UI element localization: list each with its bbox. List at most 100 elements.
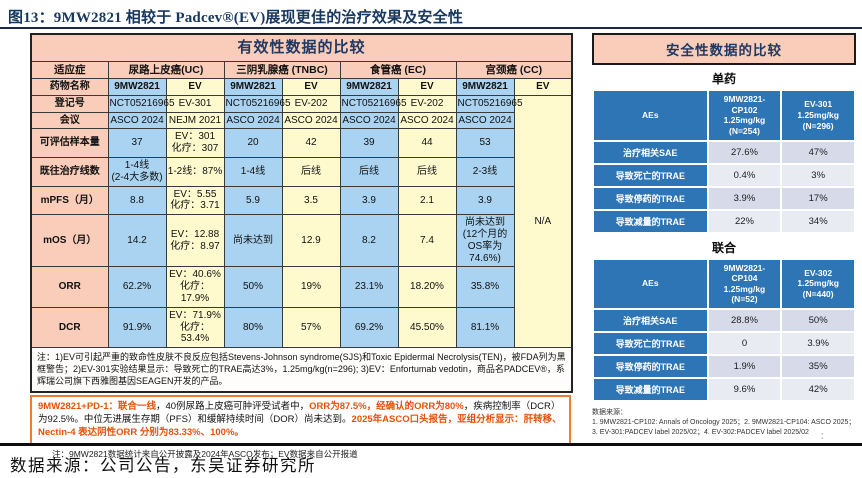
value-cell: 2-3线: [455, 157, 515, 187]
value-cell: 12.9: [281, 214, 341, 268]
value-cell: ASCO 2024: [397, 111, 457, 130]
indication-label: 适应症: [30, 60, 109, 80]
value-cell: 8.8: [107, 185, 167, 216]
value-cell: 3.9: [339, 185, 399, 216]
safety-header-cell: 9MW2821- CP104 1.25mg/kg (N=52): [708, 259, 781, 308]
safety-value-cell: 22%: [708, 210, 781, 232]
table-row: 导致减量的TRAE 22% 34%: [594, 210, 854, 232]
safety-value-cell: 1.9%: [708, 356, 781, 377]
value-cell: 9MW2821: [339, 78, 399, 96]
value-cell: EV：71.9% 化疗：53.4%: [165, 306, 225, 349]
value-cell: 53: [455, 128, 515, 159]
table-row: 登记号 NCT05216965 EV-301 NCT05216965 EV-202 NCT…: [30, 94, 573, 349]
safety-row-label: 导致减量的TRAE: [594, 379, 707, 400]
safety-value-cell: 17%: [782, 187, 854, 209]
value-cell: 3.5: [281, 185, 341, 216]
safety-row-label: 导致减量的TRAE: [594, 210, 707, 232]
table-row: 既往治疗线数 1-4线 (2-4大多数) 1-2线：87% 1-4线 后线 后线 后线 2-3…: [30, 157, 572, 187]
value-cell: 14.2: [107, 214, 167, 268]
safety-value-cell: 9.6%: [708, 379, 781, 400]
indication-cell: 食管癌 (EC): [339, 60, 457, 80]
safety-value-cell: 3.9%: [708, 187, 781, 209]
callout-segment: ，疾病控制率（DCR）为92.5%。中位无进展生存期（PFS）和缓解持续时间（D…: [38, 400, 561, 425]
safety-value-cell: 42%: [782, 379, 854, 400]
safety-value-cell: 0.4%: [708, 164, 781, 186]
table-row: ORR 62.2% EV：40.6% 化疗：17.9% 50% 19% 23.1% 18.2…: [30, 266, 572, 308]
value-cell: EV: [397, 78, 457, 96]
mono-subtitle: 单药: [711, 72, 736, 86]
value-cell: 8.2: [339, 214, 399, 268]
safety-row-label: 导致停药的TRAE: [594, 356, 707, 377]
table-row: mOS（月） 14.2 EV：12.88 化疗：8.97 尚未达到 12.9 8.2 7.4…: [30, 214, 572, 268]
table-row: 药物名称 9MW2821 EV 9MW2821 EV 9MW2821 EV 9MW2821 EV: [30, 78, 573, 96]
value-cell: 37: [107, 128, 167, 159]
safety-header-cell: EV-302 1.25mg/kg (N=440): [782, 259, 854, 308]
bottom-source: 数据来源：公司公告，东吴证券研究所: [10, 456, 316, 475]
value-cell: NCT05216965: [223, 94, 291, 113]
value-cell: EV：5.55 化疗：3.71: [165, 185, 225, 216]
na-merged-cell: N/A: [513, 94, 573, 349]
value-cell: 18.20%: [397, 266, 457, 308]
value-cell: 9MW2821: [455, 78, 515, 96]
value-cell: 20: [223, 128, 283, 159]
callout-segment: 9MW2821+PD-1：联合一线: [38, 400, 156, 412]
safety-value-cell: 28.8%: [708, 310, 781, 331]
table-row: 注：1)EV可引起严重的致命性皮肤不良反应包括Stevens-Johnson s…: [30, 347, 573, 393]
table-row: 导致减量的TRAE 9.6% 42%: [594, 379, 854, 400]
value-cell: 80%: [223, 306, 283, 349]
efficacy-table-title: 有效性数据的比较: [30, 33, 573, 62]
row-label: 登记号: [30, 94, 109, 113]
value-cell: 42: [281, 128, 341, 159]
value-cell: ASCO 2024: [107, 111, 167, 130]
value-cell: 1-4线 (2-4大多数): [107, 157, 167, 187]
value-cell: ASCO 2024: [339, 111, 399, 130]
combo-subtitle: 联合: [711, 240, 736, 255]
efficacy-panel: 有效性数据的比较 适应症 尿路上皮癌(UC) 三阴乳腺癌 (TNBC) 食管癌 (EC)…: [30, 33, 574, 460]
value-cell: 35.8%: [455, 266, 515, 308]
table-row: AEs 9MW2821- CP102 1.25mg/kg (N=254) EV-30…: [594, 91, 854, 140]
safety-mono-table: AEs 9MW2821- CP102 1.25mg/kg (N=254) EV-30…: [592, 89, 856, 234]
safety-row-label: 导致停药的TRAE: [594, 187, 707, 209]
value-cell: EV：301 化疗：307: [165, 128, 225, 159]
row-label: ORR: [30, 266, 109, 308]
table-row: AEs 9MW2821- CP104 1.25mg/kg (N=52) EV-302…: [594, 259, 854, 308]
value-cell: EV-301: [165, 94, 225, 113]
value-cell: 9MW2821: [107, 78, 167, 96]
figure-title: 图13：9MW2821 相较于 Padcev®(EV)展现更佳的治疗效果及安全性: [8, 10, 464, 26]
value-cell: 57%: [281, 306, 341, 349]
table-row: 有效性数据的比较: [30, 33, 573, 62]
callout-box: 9MW2821+PD-1：联合一线，40例尿路上皮癌可肿评受试者中，ORR为87…: [30, 394, 571, 445]
table-row: 会议 ASCO 2024 NEJM 2021 ASCO 2024 ASCO 2024 AS…: [30, 111, 572, 130]
indication-cell: 三阴乳腺癌 (TNBC): [223, 60, 341, 80]
value-cell: EV：12.88 化疗：8.97: [165, 214, 225, 268]
value-cell: EV: [281, 78, 341, 96]
safety-value-cell: 0: [708, 333, 781, 354]
value-cell: 62.2%: [107, 266, 167, 308]
value-cell: 1-2线：87%: [165, 157, 225, 187]
indication-cell: 尿路上皮癌(UC): [107, 60, 225, 80]
row-label: 会议: [30, 111, 109, 130]
value-cell: NEJM 2021: [165, 111, 225, 130]
row-label: mPFS（月）: [30, 185, 109, 216]
value-cell: 69.2%: [339, 306, 399, 349]
safety-panel: 安全性数据的比较 单药 AEs 9MW2821- CP102 1.25mg/kg …: [592, 33, 856, 438]
value-cell: 2.1: [397, 185, 457, 216]
safety-value-cell: 3.9%: [782, 333, 854, 354]
title-divider: [0, 27, 862, 29]
value-cell: 9MW2821: [223, 78, 283, 96]
safety-row-label: 导致死亡的TRAE: [594, 333, 707, 354]
value-cell: 81.1%: [455, 306, 515, 349]
safety-value-cell: 34%: [782, 210, 854, 232]
value-cell: 尚未达到: [223, 214, 283, 268]
safety-value-cell: 47%: [782, 141, 854, 163]
callout-segment: 2025年ASCO口头报告，亚组分析显示：肝转移、Nectin-4 表达阴性OR…: [38, 413, 562, 439]
table-row: 导致死亡的TRAE 0 3.9%: [594, 333, 854, 354]
row-label: mOS（月）: [30, 214, 109, 268]
value-cell: 7.4: [397, 214, 457, 268]
safety-combo-table: AEs 9MW2821- CP104 1.25mg/kg (N=52) EV-302…: [592, 258, 856, 403]
callout-segment: ORR为87.5%，经确认的ORR为80%: [309, 400, 464, 412]
efficacy-note: 注：1)EV可引起严重的致命性皮肤不良反应包括Stevens-Johnson s…: [30, 347, 573, 393]
table-row: 导致停药的TRAE 1.9% 35%: [594, 356, 854, 377]
value-cell: 23.1%: [339, 266, 399, 308]
